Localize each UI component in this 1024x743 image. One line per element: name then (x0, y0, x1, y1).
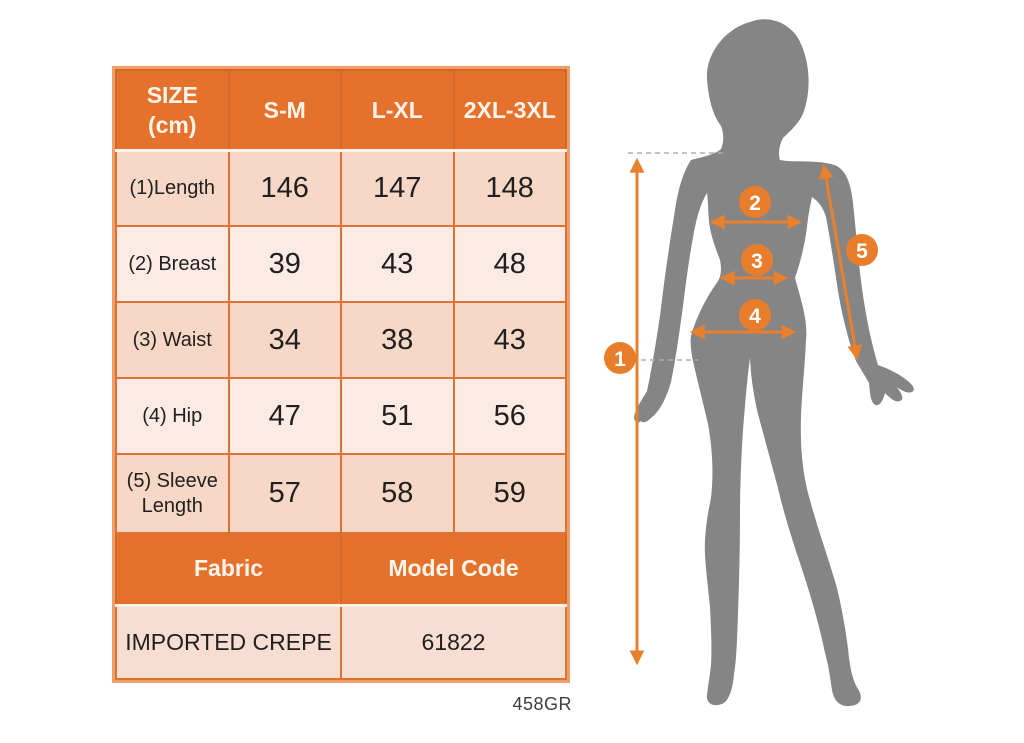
measurement-diagram-svg: 1 2 3 4 5 (604, 19, 914, 707)
info-header-row: Fabric Model Code (115, 532, 567, 607)
column-header-lxl: L-XL (340, 69, 455, 152)
cell-value: 47 (227, 377, 342, 455)
fabric-header-cell: Fabric (115, 532, 342, 607)
size-table: SIZE (cm) S-M L-XL 2XL-3XL (1)Length 146… (115, 69, 567, 680)
cell-value: 58 (340, 453, 455, 534)
row-label: (3) Waist (115, 301, 230, 379)
measurement-diagram: 1 2 3 4 5 (590, 10, 970, 730)
table-row-breast: (2) Breast 39 43 48 (115, 225, 567, 303)
size-table-header-row: SIZE (cm) S-M L-XL 2XL-3XL (115, 69, 567, 152)
cell-value: 148 (452, 149, 567, 227)
table-row-hip: (4) Hip 47 51 56 (115, 377, 567, 455)
row-label: (1)Length (115, 149, 230, 227)
corner-header-line2: (cm) (147, 111, 197, 138)
cell-value: 43 (452, 301, 567, 379)
table-row-waist: (3) Waist 34 38 43 (115, 301, 567, 379)
cell-value: 43 (340, 225, 455, 303)
cell-value: 57 (227, 453, 342, 534)
marker-circle-3: 3 (741, 244, 773, 276)
info-value-row: IMPORTED CREPE 61822 (115, 604, 567, 680)
model-code-value-cell: 61822 (340, 604, 567, 680)
row-label: (2) Breast (115, 225, 230, 303)
marker-number-3: 3 (751, 250, 763, 273)
sleeve-arrow (818, 163, 863, 361)
body-silhouette (634, 19, 914, 707)
column-header-sm: S-M (227, 69, 342, 152)
marker-circle-5: 5 (846, 234, 878, 266)
marker-circle-4: 4 (739, 299, 771, 331)
table-row-sleeve-length: (5) Sleeve Length 57 58 59 (115, 453, 567, 534)
weight-note: 458GR (512, 694, 572, 714)
row-label: (5) Sleeve Length (115, 453, 230, 534)
cell-value: 34 (227, 301, 342, 379)
cell-value: 38 (340, 301, 455, 379)
row-label: (4) Hip (115, 377, 230, 455)
marker-circle-1: 1 (604, 342, 636, 374)
fabric-value-cell: IMPORTED CREPE (115, 604, 342, 680)
size-table-container: SIZE (cm) S-M L-XL 2XL-3XL (1)Length 146… (112, 66, 570, 683)
cell-value: 146 (227, 149, 342, 227)
cell-value: 56 (452, 377, 567, 455)
cell-value: 51 (340, 377, 455, 455)
cell-value: 147 (340, 149, 455, 227)
corner-header-line1: SIZE (146, 81, 198, 108)
table-row-length: (1)Length 146 147 148 (115, 149, 567, 227)
marker-number-4: 4 (749, 305, 761, 328)
model-code-header-cell: Model Code (340, 532, 567, 607)
cell-value: 39 (227, 225, 342, 303)
marker-number-2: 2 (749, 192, 761, 215)
cell-value: 59 (452, 453, 567, 534)
marker-circle-2: 2 (739, 186, 771, 218)
marker-number-1: 1 (614, 348, 626, 371)
cell-value: 48 (452, 225, 567, 303)
column-header-2xl3xl: 2XL-3XL (452, 69, 567, 152)
marker-number-5: 5 (856, 240, 868, 263)
corner-header-cell: SIZE (cm) (115, 69, 230, 152)
